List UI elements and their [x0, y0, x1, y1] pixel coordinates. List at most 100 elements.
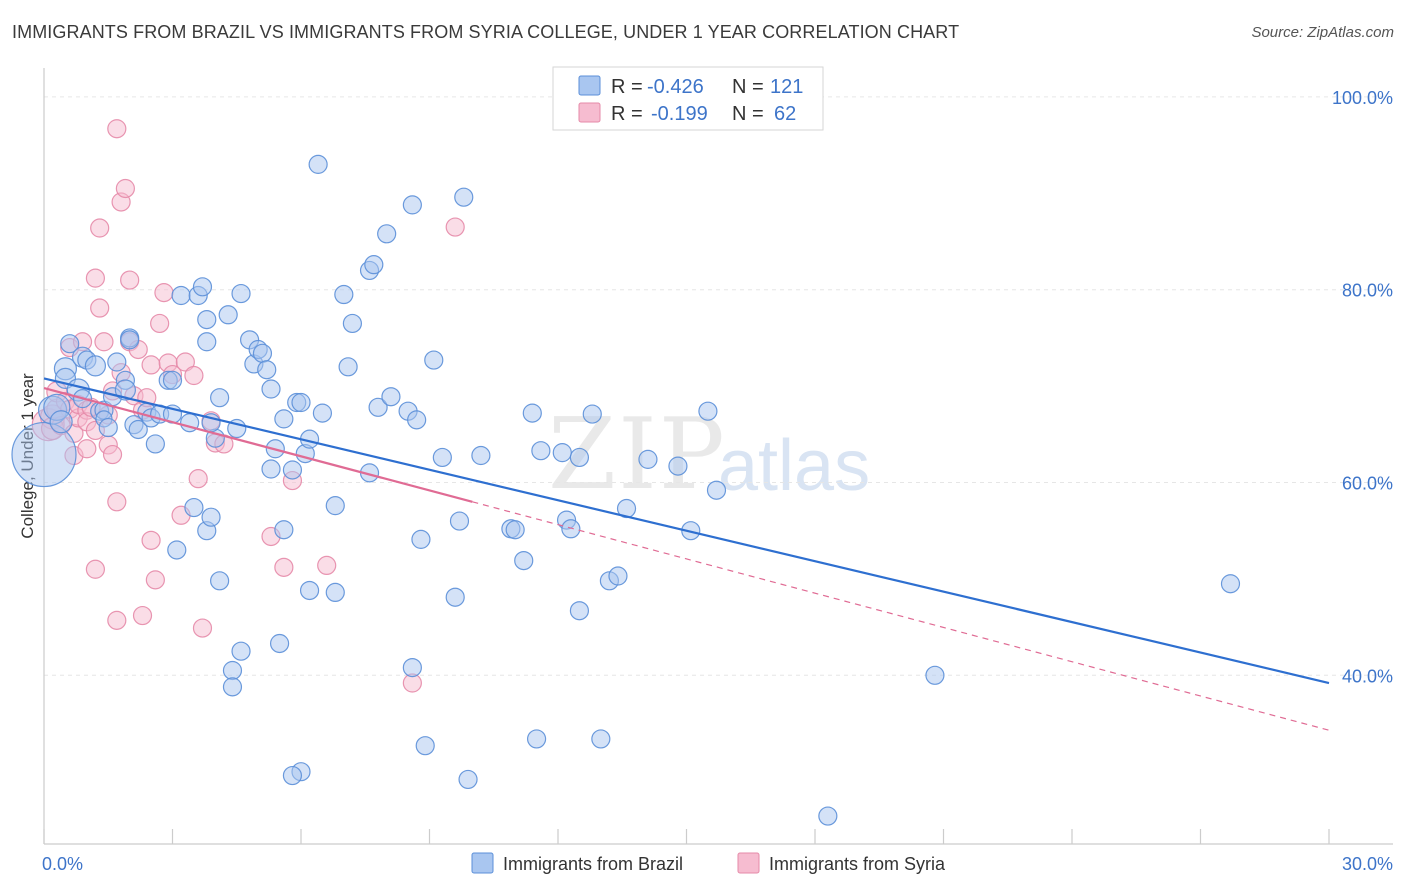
- x-tick-label-0: 0.0%: [42, 854, 83, 874]
- syria-point-57: [274, 557, 294, 577]
- brazil-point-35: [192, 277, 213, 297]
- brazil-point-36: [197, 332, 217, 352]
- legend-syria-n-label: N =: [732, 103, 764, 125]
- brazil-point-49: [231, 641, 251, 661]
- brazil-point-110: [591, 729, 611, 749]
- syria-point-51: [188, 469, 208, 489]
- brazil-trend-line: [43, 377, 1330, 685]
- syria-point-22: [94, 332, 114, 352]
- grid-lines: [44, 96, 1393, 676]
- x-axis-tick-labels: 0.0% 30.0%: [42, 854, 1393, 874]
- legend-swatch-brazil: [578, 75, 601, 96]
- legend-syria-r-label: R =: [611, 103, 643, 125]
- syria-point-43: [145, 570, 165, 590]
- syria-point-59: [317, 555, 337, 576]
- brazil-point-76: [325, 582, 345, 603]
- brazil-point-15: [98, 417, 118, 438]
- bottom-legend-swatch-brazil: [471, 852, 494, 874]
- x-tick-label-1: 30.0%: [1342, 854, 1393, 874]
- brazil-point-101: [522, 403, 542, 423]
- y-tick-label-0: 40.0%: [1342, 666, 1393, 686]
- y-tick-label-2: 80.0%: [1342, 281, 1393, 301]
- brazil-point-17: [107, 352, 127, 372]
- brazil-point-59: [269, 633, 290, 654]
- syria-point-30: [107, 119, 127, 139]
- brazil-point-74: [342, 313, 362, 334]
- brazil-point-72: [334, 284, 354, 305]
- chart-source: Source: ZipAtlas.com: [1251, 24, 1394, 41]
- legend-brazil-n-label: N =: [732, 76, 764, 98]
- brazil-point-6: [60, 334, 80, 354]
- syria-point-52: [192, 618, 213, 638]
- brazil-point-69: [282, 765, 303, 786]
- brazil-point-3: [49, 410, 73, 434]
- legend-syria-n-value: 62: [774, 103, 796, 125]
- syria-point-50: [184, 365, 204, 386]
- brazil-point-11: [84, 355, 107, 377]
- syria-point-44: [150, 313, 170, 334]
- y-tick-label-3: 100.0%: [1332, 88, 1393, 108]
- brazil-point-106: [561, 519, 581, 539]
- brazil-point-85: [402, 195, 422, 215]
- brazil-point-75: [325, 496, 345, 516]
- brazil-point-87: [402, 657, 422, 678]
- brazil-point-84: [407, 410, 427, 430]
- watermark-atlas: atlas: [718, 426, 870, 506]
- legend-swatch-syria: [578, 102, 601, 123]
- syria-trend-line-extended: [472, 501, 1330, 731]
- syria-point-33: [115, 178, 135, 199]
- syria-point-45: [154, 283, 174, 303]
- brazil-point-115: [668, 456, 688, 476]
- bottom-legend-swatch-syria: [737, 852, 760, 874]
- brazil-point-114: [638, 449, 658, 469]
- x-axis-ticks: [43, 829, 1330, 844]
- brazil-point-122: [1220, 574, 1241, 594]
- brazil-point-107: [569, 447, 590, 468]
- brazil-point-99: [514, 550, 534, 571]
- y-axis-tick-labels: 40.0% 60.0% 80.0% 100.0%: [1332, 88, 1393, 686]
- brazil-point-108: [569, 601, 590, 621]
- syria-point-29: [107, 492, 127, 512]
- brazil-point-89: [424, 350, 444, 370]
- brazil-point-56: [261, 379, 281, 399]
- brazil-point-37: [197, 309, 217, 330]
- brazil-point-117: [698, 401, 718, 421]
- brazil-point-79: [368, 397, 388, 417]
- syria-point-42: [141, 530, 161, 550]
- brazil-point-109: [582, 404, 602, 424]
- brazil-point-47: [222, 660, 243, 681]
- brazil-point-41: [184, 497, 204, 518]
- brazil-point-58: [261, 459, 281, 479]
- brazil-point-121: [925, 665, 945, 685]
- brazil-point-102: [531, 441, 551, 461]
- legend-brazil-r-label: R =: [611, 76, 643, 98]
- brazil-point-120: [818, 806, 838, 826]
- brazil-point-31: [171, 285, 191, 306]
- brazil-point-43: [201, 507, 221, 527]
- syria-point-34: [120, 270, 140, 290]
- syria-point-41: [141, 355, 161, 375]
- brazil-point-23: [128, 419, 148, 440]
- brazil-point-67: [299, 580, 320, 601]
- brazil-point-94: [458, 769, 478, 790]
- legend-brazil-r-value: -0.426: [647, 76, 704, 98]
- brazil-point-81: [377, 224, 397, 244]
- syria-point-21: [90, 218, 110, 238]
- brazil-point-46: [210, 571, 230, 591]
- brazil-point-50: [231, 283, 251, 304]
- legend-brazil-n-value: 121: [770, 76, 803, 98]
- brazil-point-86: [411, 529, 431, 549]
- brazil-point-91: [445, 587, 465, 607]
- bottom-legend: Immigrants from Brazil Immigrants from S…: [471, 852, 946, 874]
- y-tick-label-1: 60.0%: [1342, 474, 1393, 494]
- brazil-point-48: [222, 677, 243, 697]
- brazil-point-25: [145, 434, 165, 454]
- brazil-point-38: [210, 388, 230, 408]
- brazil-point-92: [449, 511, 470, 531]
- brazil-point-93: [454, 187, 474, 207]
- syria-point-16: [77, 439, 97, 459]
- syria-point-38: [132, 605, 153, 626]
- brazil-point-33: [167, 540, 187, 560]
- legend-syria-r-value: -0.199: [651, 103, 708, 125]
